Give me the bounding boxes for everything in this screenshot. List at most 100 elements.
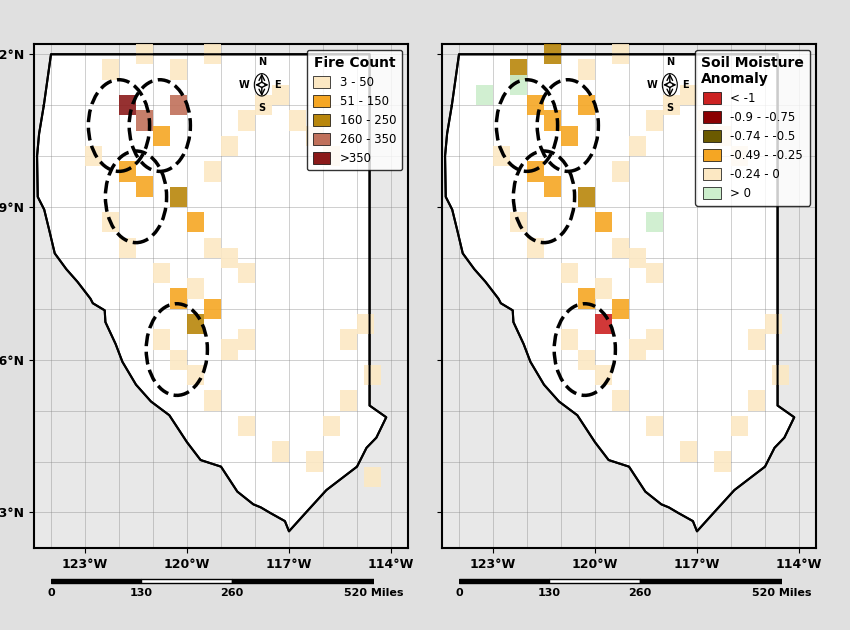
Polygon shape [37,54,386,531]
Bar [612,161,629,181]
Bar [646,416,663,436]
Bar [510,74,527,95]
Bar [612,238,629,258]
Text: 260: 260 [220,588,243,598]
Bar [561,329,578,350]
Bar [141,580,232,583]
Bar [549,580,640,583]
Bar [629,135,646,156]
Polygon shape [445,54,794,531]
Bar [357,314,374,335]
Bar [748,329,765,350]
Bar [119,161,136,181]
Bar [364,467,381,487]
Bar [364,365,381,385]
Text: E: E [682,80,688,90]
Bar [578,186,595,207]
Bar [238,329,255,350]
Bar [578,350,595,370]
Bar [612,44,629,64]
Bar [527,161,544,181]
Bar [640,580,782,583]
Text: 130: 130 [130,588,153,598]
Bar [493,146,510,166]
Bar [578,95,595,115]
Bar [272,441,289,462]
Bar [714,125,731,146]
Text: W: W [239,80,250,90]
Bar [306,125,323,146]
Legend: 3 - 50, 51 - 150, 160 - 250, 260 - 350, >350: 3 - 50, 51 - 150, 160 - 250, 260 - 350, … [307,50,402,171]
Text: N: N [258,57,266,67]
Bar [646,329,663,350]
Text: N: N [666,57,674,67]
Bar [578,289,595,309]
Bar [232,580,374,583]
Bar [459,580,549,583]
Bar [153,329,170,350]
Bar [221,135,238,156]
Bar [646,110,663,130]
Bar [772,365,789,385]
Bar [255,95,272,115]
Bar [510,59,527,80]
Bar [578,59,595,80]
Legend: < -1, -0.9 - -0.75, -0.74 - -0.5, -0.49 - -0.25, -0.24 - 0, > 0: < -1, -0.9 - -0.75, -0.74 - -0.5, -0.49 … [695,50,810,205]
Bar [680,441,697,462]
Bar [289,110,306,130]
Bar [170,350,187,370]
Bar [646,212,663,232]
Bar [697,110,714,130]
Bar [323,416,340,436]
Bar [595,212,612,232]
Bar [595,365,612,385]
Bar [340,329,357,350]
Bar [204,44,221,64]
Bar [238,263,255,284]
Bar [170,95,187,115]
Bar [765,314,782,335]
Text: 520 Miles: 520 Miles [752,588,812,598]
Bar [187,212,204,232]
Bar [136,176,153,197]
Bar [238,110,255,130]
Bar [544,44,561,64]
Bar [731,416,748,436]
Bar [238,416,255,436]
Bar [663,95,680,115]
Bar [612,390,629,411]
Bar [629,340,646,360]
Bar [629,248,646,268]
Bar [340,390,357,411]
Text: 0: 0 [48,588,54,598]
Bar [119,95,136,115]
Bar [221,340,238,360]
Bar [204,161,221,181]
Bar [187,278,204,299]
Bar [527,238,544,258]
Bar [136,110,153,130]
Bar [204,238,221,258]
Text: E: E [274,80,280,90]
Bar [612,299,629,319]
Bar [102,59,119,80]
Bar [170,186,187,207]
Bar [748,390,765,411]
Bar [561,125,578,146]
Bar [136,44,153,64]
Text: 130: 130 [538,588,561,598]
Text: S: S [258,103,265,113]
Bar [714,451,731,472]
Text: 520 Miles: 520 Miles [344,588,404,598]
Bar [204,390,221,411]
Bar [272,85,289,105]
Bar [595,278,612,299]
Bar [85,146,102,166]
Bar [595,314,612,335]
Bar [221,248,238,268]
Bar [544,176,561,197]
Text: W: W [647,80,658,90]
Bar [187,365,204,385]
Bar [544,110,561,130]
Bar [102,212,119,232]
